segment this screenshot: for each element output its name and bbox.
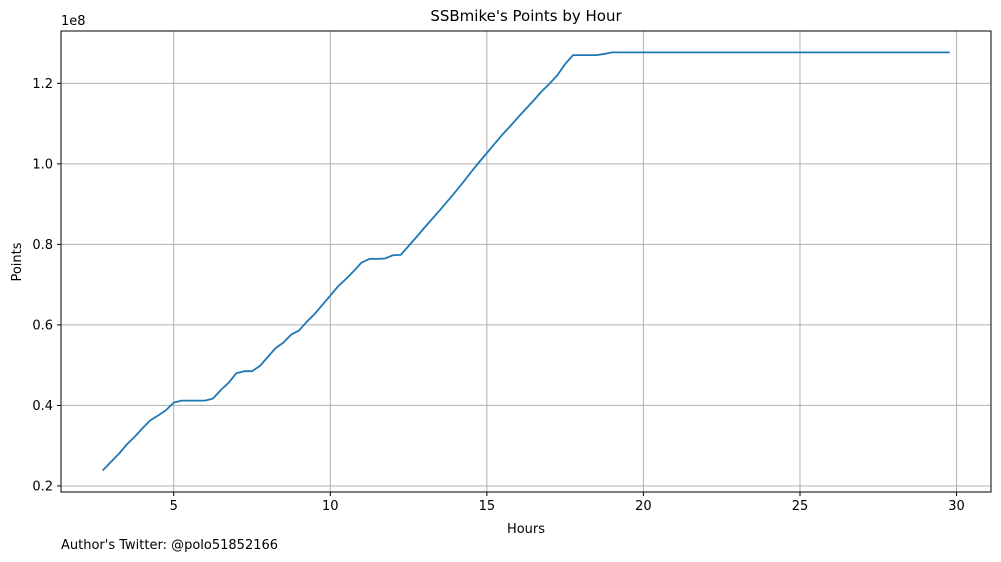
plot-border [60, 30, 992, 493]
plot-area [61, 31, 991, 492]
x-tick-label: 10 [322, 499, 339, 514]
x-tick-label: 25 [792, 499, 809, 514]
y-tick-label: 0.4 [32, 399, 53, 414]
chart-title: SSBmike's Points by Hour [430, 7, 622, 25]
y-axis-label: Points [10, 242, 25, 281]
y-axis: 0.2 0.4 0.6 0.8 1.0 1.2 [32, 77, 61, 494]
y-tick-label: 1.0 [32, 157, 53, 172]
y-tick-label: 0.8 [32, 238, 53, 253]
author-caption: Author's Twitter: @polo51852166 [61, 538, 279, 553]
x-tick-label: 30 [948, 499, 965, 514]
x-tick-label: 20 [635, 499, 652, 514]
grid [61, 31, 991, 492]
series-line [101, 51, 950, 472]
x-tick-label: 5 [170, 499, 178, 514]
x-axis-label: Hours [507, 522, 545, 537]
x-tick-label: 15 [479, 499, 496, 514]
y-tick-label: 1.2 [32, 77, 53, 92]
y-tick-label: 0.2 [32, 479, 53, 494]
y-tick-label: 0.6 [32, 318, 53, 333]
y-offset-text: 1e8 [61, 14, 86, 29]
x-axis: 5 10 15 20 25 30 [170, 492, 965, 514]
